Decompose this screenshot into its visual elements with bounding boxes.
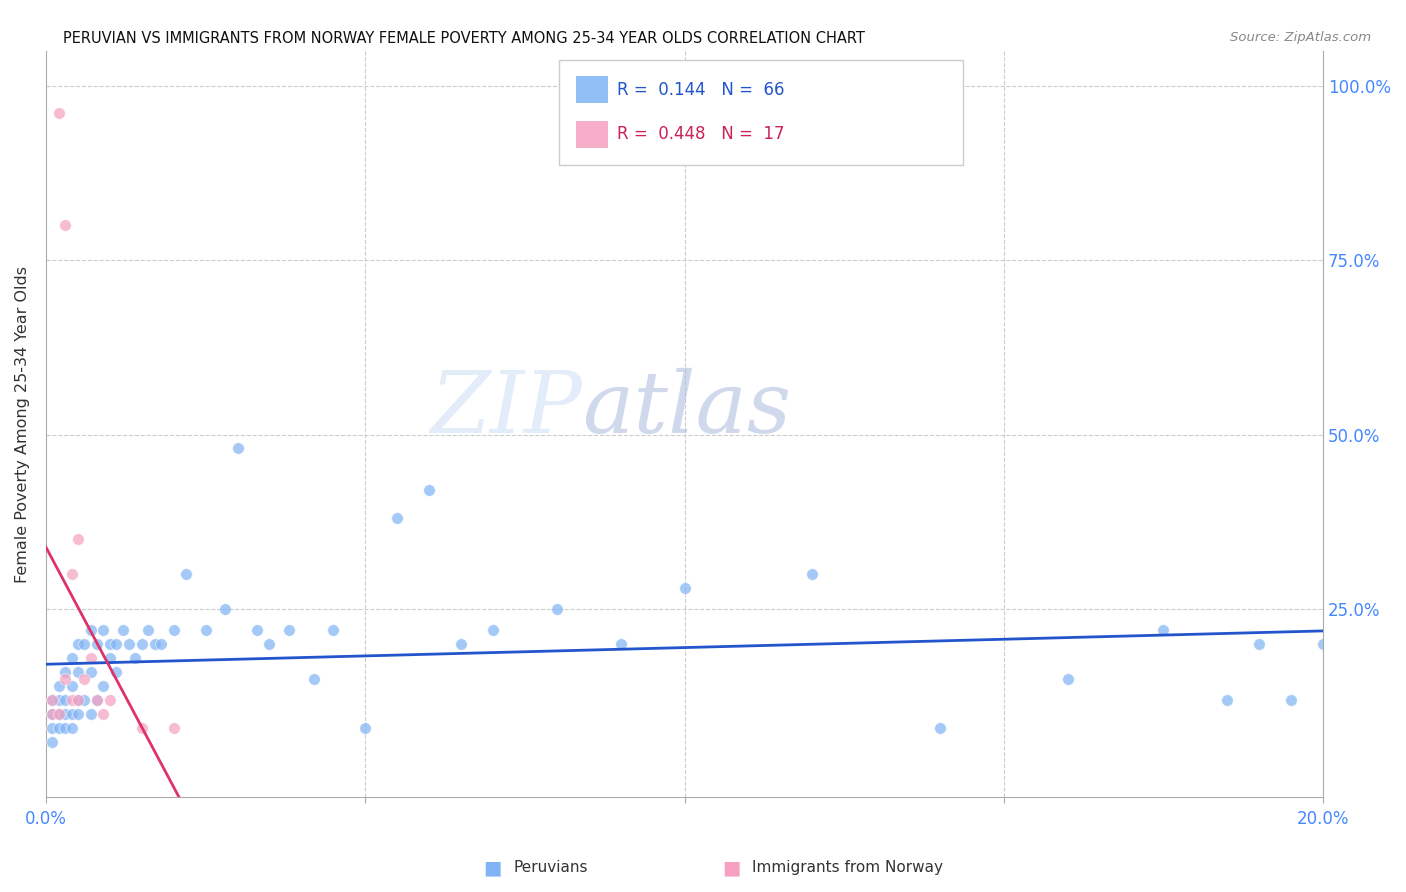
Point: [66, 665, 89, 679]
Text: atlas: atlas: [582, 368, 792, 450]
Point: [48, 679, 70, 693]
Point: [66, 706, 89, 721]
Point: [53, 665, 76, 679]
Point: [609, 637, 631, 651]
Text: Peruvians: Peruvians: [513, 861, 588, 875]
Point: [60, 567, 83, 582]
Point: [53, 218, 76, 232]
Point: [86, 692, 108, 706]
Point: [131, 721, 153, 735]
Point: [929, 721, 952, 735]
Point: [41, 734, 63, 748]
Point: [93, 623, 115, 637]
Point: [124, 651, 146, 665]
Text: Source: ZipAtlas.com: Source: ZipAtlas.com: [1230, 31, 1371, 45]
Point: [1216, 692, 1239, 706]
Point: [226, 442, 249, 456]
Point: [66, 637, 89, 651]
Point: [86, 637, 108, 651]
Point: [48, 106, 70, 120]
Point: [73, 692, 96, 706]
FancyBboxPatch shape: [576, 76, 607, 103]
Point: [66, 692, 89, 706]
Point: [48, 706, 70, 721]
Point: [48, 692, 70, 706]
Point: [118, 637, 141, 651]
Point: [302, 672, 325, 686]
Text: ■: ■: [482, 858, 502, 878]
Point: [60, 679, 83, 693]
Text: R =  0.144   N =  66: R = 0.144 N = 66: [617, 80, 785, 98]
Point: [143, 637, 166, 651]
Point: [93, 679, 115, 693]
Point: [60, 692, 83, 706]
Point: [86, 692, 108, 706]
Point: [105, 665, 128, 679]
Point: [1056, 672, 1078, 686]
Point: [79, 665, 101, 679]
Point: [53, 706, 76, 721]
Point: [66, 692, 89, 706]
Point: [136, 623, 159, 637]
Point: [259, 637, 281, 651]
Point: [111, 623, 134, 637]
Point: [1279, 692, 1302, 706]
Point: [194, 623, 217, 637]
Point: [1249, 637, 1271, 651]
Point: [801, 567, 824, 582]
Text: R =  0.448   N =  17: R = 0.448 N = 17: [617, 125, 785, 144]
Text: ZIP: ZIP: [430, 368, 582, 450]
Point: [418, 483, 440, 498]
Point: [93, 706, 115, 721]
Point: [41, 721, 63, 735]
Point: [277, 623, 299, 637]
Point: [214, 602, 236, 616]
Point: [105, 637, 128, 651]
Point: [673, 581, 696, 595]
Point: [246, 623, 269, 637]
Point: [60, 706, 83, 721]
Point: [79, 706, 101, 721]
Point: [41, 692, 63, 706]
Point: [1312, 637, 1334, 651]
Point: [79, 651, 101, 665]
Point: [1153, 623, 1175, 637]
Point: [176, 567, 198, 582]
Point: [60, 651, 83, 665]
Point: [98, 692, 121, 706]
Point: [98, 637, 121, 651]
Point: [60, 721, 83, 735]
Point: [41, 692, 63, 706]
Point: [546, 602, 568, 616]
FancyBboxPatch shape: [560, 60, 963, 165]
Point: [79, 623, 101, 637]
FancyBboxPatch shape: [576, 121, 607, 148]
Point: [163, 721, 186, 735]
Point: [482, 623, 505, 637]
Point: [41, 706, 63, 721]
Point: [53, 721, 76, 735]
Point: [354, 721, 377, 735]
Point: [149, 637, 172, 651]
Point: [385, 511, 408, 525]
Point: [53, 672, 76, 686]
Point: [98, 651, 121, 665]
Y-axis label: Female Poverty Among 25-34 Year Olds: Female Poverty Among 25-34 Year Olds: [15, 266, 30, 582]
Text: ■: ■: [721, 858, 741, 878]
Text: PERUVIAN VS IMMIGRANTS FROM NORWAY FEMALE POVERTY AMONG 25-34 YEAR OLDS CORRELAT: PERUVIAN VS IMMIGRANTS FROM NORWAY FEMAL…: [63, 31, 865, 46]
Point: [66, 533, 89, 547]
Point: [53, 692, 76, 706]
Point: [450, 637, 472, 651]
Point: [48, 721, 70, 735]
Point: [48, 706, 70, 721]
Point: [73, 637, 96, 651]
Point: [41, 706, 63, 721]
Point: [322, 623, 344, 637]
Point: [163, 623, 186, 637]
Point: [131, 637, 153, 651]
Point: [73, 672, 96, 686]
Text: Immigrants from Norway: Immigrants from Norway: [752, 861, 943, 875]
